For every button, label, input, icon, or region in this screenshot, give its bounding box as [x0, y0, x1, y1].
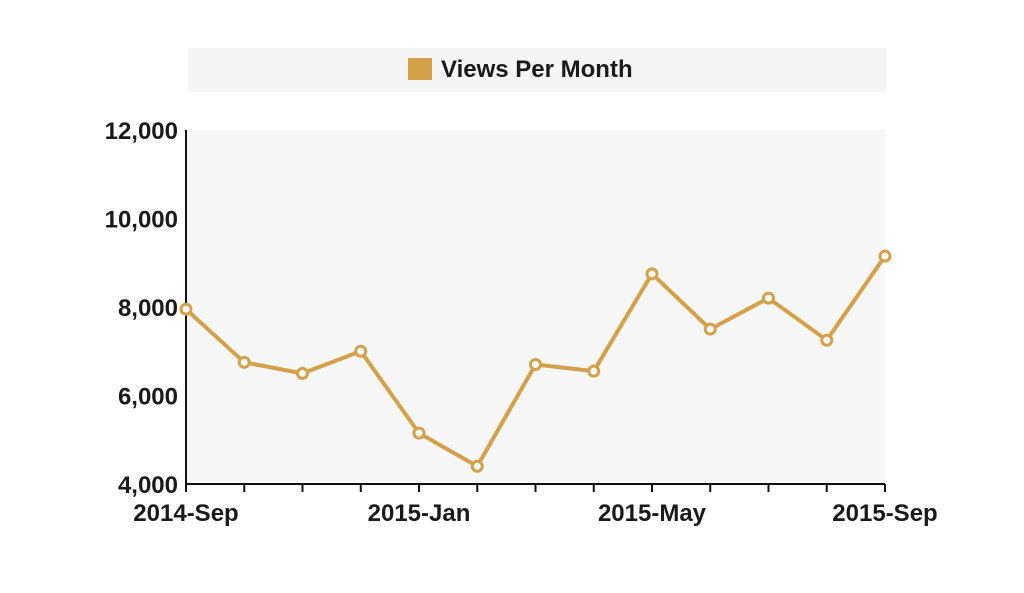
- legend-swatch: [408, 58, 432, 80]
- x-tick-label: 2014-Sep: [133, 500, 238, 527]
- data-point: [412, 426, 426, 440]
- data-point: [470, 459, 484, 473]
- x-axis: 2014-Sep 2015-Jan 2015-May 2015-Sep: [133, 483, 938, 527]
- x-tick-label: 2015-Sep: [832, 500, 937, 527]
- data-point: [820, 333, 834, 347]
- y-tick-label: 12,000: [105, 118, 178, 145]
- data-point: [529, 358, 542, 372]
- data-point: [179, 302, 193, 316]
- y-tick-label: 4,000: [118, 472, 178, 499]
- x-tick-label: 2015-May: [598, 500, 707, 527]
- series-views-per-month: [179, 249, 892, 473]
- y-axis: 4,000 6,000 8,000 10,000 12,000: [105, 118, 187, 499]
- data-point: [703, 322, 717, 336]
- y-tick-label: 10,000: [105, 207, 178, 234]
- data-point: [296, 366, 309, 380]
- data-point: [354, 344, 368, 358]
- legend-label: Views Per Month: [441, 56, 633, 83]
- data-point: [237, 355, 251, 369]
- legend-background: [188, 48, 886, 92]
- data-point: [645, 267, 659, 281]
- y-tick-label: 6,000: [118, 384, 178, 411]
- data-point: [762, 291, 775, 305]
- y-tick-label: 8,000: [118, 295, 178, 322]
- x-tick-label: 2015-Jan: [368, 500, 471, 527]
- data-point: [587, 364, 601, 378]
- plot-background: [186, 130, 885, 481]
- data-point: [878, 249, 892, 263]
